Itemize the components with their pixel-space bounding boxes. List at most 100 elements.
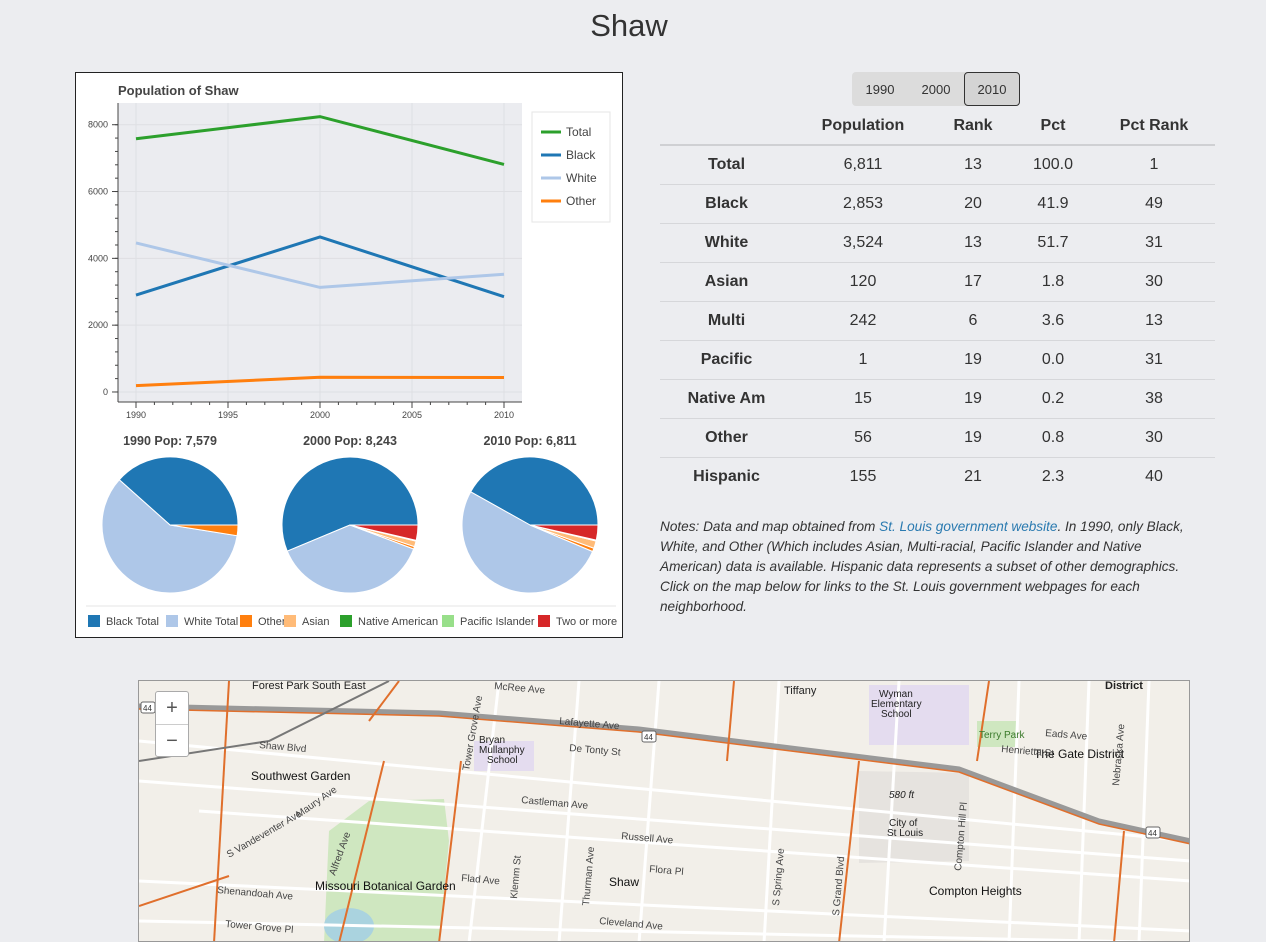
notes-text-before: Notes: Data and map obtained from [660,519,880,534]
cell-pct: 100.0 [1013,145,1093,185]
pie-title-1: 2000 Pop: 8,243 [303,434,397,448]
pie-legend-swatch [284,615,296,627]
x-tick-label: 2000 [310,410,330,420]
street-shaw-blvd: Shaw Blvd [259,740,307,755]
pie-legend-label: Asian [302,616,330,628]
terry-park-area [977,721,1017,747]
pie-slice [349,524,419,541]
legend-label-black: Black [566,148,596,162]
map-canvas[interactable]: Forest Park South East Tiffany Wyman Ele… [139,681,1190,942]
row-label: Multi [660,301,793,341]
pie-legend-swatch [340,615,352,627]
st-louis-gov-link[interactable]: St. Louis government website [879,519,1058,534]
notes-paragraph: Notes: Data and map obtained from St. Lo… [660,517,1205,617]
city-of-st-louis-area [859,771,969,863]
pie-slice [101,479,238,594]
cell-pct: 51.7 [1013,223,1093,263]
label-city-of-st-louis-2: St Louis [887,828,923,839]
i44-shield-mid [641,730,657,743]
cell-population: 3,524 [793,223,933,263]
year-button-1990[interactable]: 1990 [865,81,895,97]
table-header-row: Population Rank Pct Pct Rank [660,108,1215,146]
table-row: Asian 120 17 1.8 30 [660,262,1215,302]
header-pct: Pct [1013,108,1093,146]
legend-label-other: Other [566,194,596,208]
series-line-white [135,241,505,289]
label-southwest-garden: Southwest Garden [251,769,350,783]
x-tick-label: 1995 [218,410,238,420]
pie-legend-label: Native American [358,616,438,628]
zoom-out-button[interactable]: − [156,724,188,757]
zoom-in-button[interactable]: + [166,696,178,719]
cell-rank: 13 [933,145,1013,185]
cell-rank: 13 [933,223,1013,263]
y-tick-label: 6000 [88,187,108,197]
pie-slice [529,524,599,541]
cell-pct-rank: 38 [1093,379,1215,419]
line-chart-title: Population of Shaw [118,83,239,98]
neighborhood-boundaries [139,681,1125,941]
pie-title-2: 2010 Pop: 6,811 [483,434,576,448]
series-line-black [135,235,505,299]
cell-pct: 41.9 [1013,184,1093,224]
y-tick-label: 8000 [88,120,108,130]
year-toggle-group: 1990 2000 2010 [852,72,1020,106]
street-flora-pl: Flora Pl [649,864,684,878]
street-klemm-st: Klemm St [509,855,524,899]
label-missouri-botanical-garden: Missouri Botanical Garden [315,879,456,893]
street-de-tonty-st: De Tonty St [569,743,621,758]
street-maury-ave: Maury Ave [294,784,339,820]
legend-label-total: Total [566,125,591,139]
table-row: Hispanic 155 21 2.3 40 [660,458,1215,497]
year-button-2000[interactable]: 2000 [921,81,951,97]
cell-pct: 1.8 [1013,262,1093,302]
header-population: Population [793,108,933,146]
cell-rank: 20 [933,184,1013,224]
row-label: Black [660,184,793,224]
notes-text-after: . In 1990, only Black, White, and Other … [660,519,1184,614]
cell-population: 120 [793,262,933,302]
label-wyman-school-3: School [881,709,912,720]
table-row: Other 56 19 0.8 30 [660,418,1215,458]
label-wyman-school: Wyman [879,689,913,700]
chart-svg: Population of Shaw 0 2000 4000 6000 8000 1990 1… [86,83,617,628]
row-label: Pacific [660,340,793,380]
label-wyman-school-2: Elementary [871,699,922,710]
cell-pct: 0.0 [1013,340,1093,380]
x-tick-label: 1990 [126,410,146,420]
y-tick-label: 0 [103,387,108,397]
pie-legend-label: Pacific Islander [460,616,535,628]
cell-pct-rank: 31 [1093,223,1215,263]
pie-legend-label: Two or more [556,616,617,628]
cell-population: 56 [793,418,933,458]
street-thurman-ave: Thurman Ave [581,846,597,906]
pie-legend-swatch [240,615,252,627]
street-s-grand-blvd: S Grand Blvd [831,856,847,916]
year-button-2010[interactable]: 2010 [964,72,1020,106]
pie-legend-label: White Total [184,616,238,628]
y-tick-label: 2000 [88,320,108,330]
cell-pct-rank: 49 [1093,184,1215,224]
label-bryan-school-3: School [487,755,518,766]
street-mcree-ave: McRee Ave [494,681,546,696]
row-label: Asian [660,262,793,302]
label-compton-heights: Compton Heights [929,884,1022,898]
cell-population: 242 [793,301,933,341]
neighborhood-map[interactable]: Forest Park South East Tiffany Wyman Ele… [138,680,1190,942]
interstate-44-boundary [139,708,1189,845]
label-terry-park: Terry Park [979,730,1026,741]
street-s-spring-ave: S Spring Ave [771,847,787,906]
table-row: Black 2,853 20 41.9 49 [660,184,1215,224]
pie-legend-label: Black Total [106,616,159,628]
botanical-garden-area [324,799,449,941]
street-grid [139,681,1189,941]
pie-slice [286,524,415,594]
row-label: White [660,223,793,263]
i44-shield-right [1145,826,1161,839]
pie-slice [461,491,594,594]
table-row: Pacific 1 19 0.0 31 [660,340,1215,380]
pie-slice [469,456,599,526]
label-the-gate-district: The Gate District [1034,747,1125,761]
cell-rank: 17 [933,262,1013,302]
street-russell-ave: Russell Ave [621,831,674,847]
